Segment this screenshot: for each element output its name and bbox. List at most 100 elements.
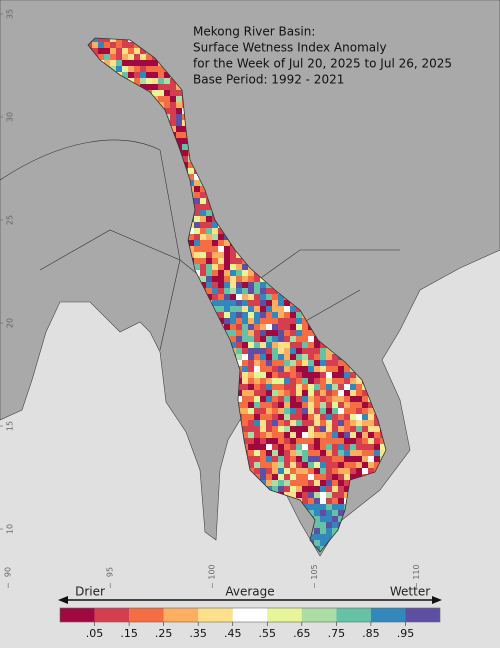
- basin-cell: [224, 276, 230, 282]
- basin-cell: [254, 336, 260, 342]
- basin-cell: [302, 474, 308, 480]
- basin-cell: [158, 66, 164, 72]
- basin-cell: [170, 96, 176, 102]
- basin-cell: [224, 312, 230, 318]
- basin-cell: [140, 78, 146, 84]
- basin-cell: [272, 462, 278, 468]
- colorbar-label: .55: [259, 627, 277, 640]
- basin-cell: [326, 348, 332, 354]
- basin-cell: [254, 438, 260, 444]
- basin-cell: [206, 228, 212, 234]
- basin-cell: [332, 390, 338, 396]
- basin-cell: [188, 180, 194, 186]
- basin-cell: [290, 438, 296, 444]
- basin-cell: [290, 336, 296, 342]
- basin-cell: [176, 102, 182, 108]
- basin-cell: [116, 48, 122, 54]
- basin-cell: [272, 354, 278, 360]
- basin-cell: [272, 408, 278, 414]
- basin-cell: [308, 366, 314, 372]
- basin-cell: [266, 384, 272, 390]
- basin-cell: [368, 444, 374, 450]
- basin-cell: [242, 264, 248, 270]
- basin-cell: [212, 300, 218, 306]
- basin-cell: [302, 390, 308, 396]
- basin-cell: [272, 486, 278, 492]
- basin-cell: [230, 330, 236, 336]
- basin-cell: [338, 426, 344, 432]
- basin-cell: [212, 252, 218, 258]
- basin-cell: [284, 426, 290, 432]
- basin-cell: [182, 138, 188, 144]
- basin-cell: [350, 384, 356, 390]
- basin-cell: [236, 342, 242, 348]
- basin-cell: [308, 420, 314, 426]
- basin-cell: [194, 240, 200, 246]
- basin-cell: [284, 390, 290, 396]
- basin-cell: [260, 456, 266, 462]
- basin-cell: [344, 366, 350, 372]
- basin-cell: [164, 78, 170, 84]
- basin-cell: [260, 372, 266, 378]
- basin-cell: [248, 312, 254, 318]
- basin-cell: [194, 198, 200, 204]
- basin-cell: [308, 330, 314, 336]
- basin-cell: [194, 252, 200, 258]
- basin-cell: [284, 486, 290, 492]
- basin-cell: [344, 432, 350, 438]
- basin-cell: [122, 54, 128, 60]
- basin-cell: [206, 222, 212, 228]
- basin-cell: [332, 504, 338, 510]
- basin-cell: [338, 438, 344, 444]
- basin-cell: [302, 378, 308, 384]
- basin-cell: [332, 522, 338, 528]
- basin-cell: [332, 366, 338, 372]
- basin-cell: [338, 498, 344, 504]
- basin-cell: [242, 324, 248, 330]
- basin-cell: [314, 540, 320, 546]
- basin-cell: [296, 378, 302, 384]
- basin-cell: [236, 324, 242, 330]
- basin-outline: [87, 37, 387, 553]
- basin-cell: [338, 384, 344, 390]
- basin-cell: [296, 342, 302, 348]
- basin-cell: [302, 384, 308, 390]
- basin-cell: [320, 366, 326, 372]
- basin-cell: [98, 48, 104, 54]
- basin-cell: [116, 60, 122, 66]
- basin-cell: [260, 324, 266, 330]
- basin-cell: [362, 402, 368, 408]
- basin-cell: [128, 54, 134, 60]
- basin-cell: [338, 378, 344, 384]
- basin-cell: [332, 474, 338, 480]
- basin-cell: [140, 60, 146, 66]
- basin-cell: [152, 66, 158, 72]
- basin-cell: [278, 450, 284, 456]
- basin-cell: [218, 252, 224, 258]
- basin-cell: [212, 234, 218, 240]
- basin-cell: [296, 420, 302, 426]
- basin-cell: [146, 84, 152, 90]
- basin-cell: [236, 318, 242, 324]
- basin-cell: [296, 330, 302, 336]
- basin-cell: [248, 414, 254, 420]
- basin-cell: [104, 54, 110, 60]
- basin-cell: [176, 90, 182, 96]
- basin-cell: [152, 90, 158, 96]
- basin-cell: [338, 480, 344, 486]
- basin-cell: [296, 426, 302, 432]
- basin-cell: [350, 402, 356, 408]
- basin-cell: [272, 480, 278, 486]
- basin-cell: [314, 360, 320, 366]
- basin-cell: [170, 84, 176, 90]
- basin-cell: [218, 288, 224, 294]
- basin-cell: [266, 318, 272, 324]
- basin-cell: [260, 414, 266, 420]
- basin-cell: [284, 348, 290, 354]
- colorbar-box: [336, 608, 371, 622]
- basin-cell: [296, 402, 302, 408]
- basin-cell: [254, 384, 260, 390]
- colorbar-label: .65: [293, 627, 311, 640]
- basin-cell: [110, 66, 116, 72]
- basin-cell: [296, 396, 302, 402]
